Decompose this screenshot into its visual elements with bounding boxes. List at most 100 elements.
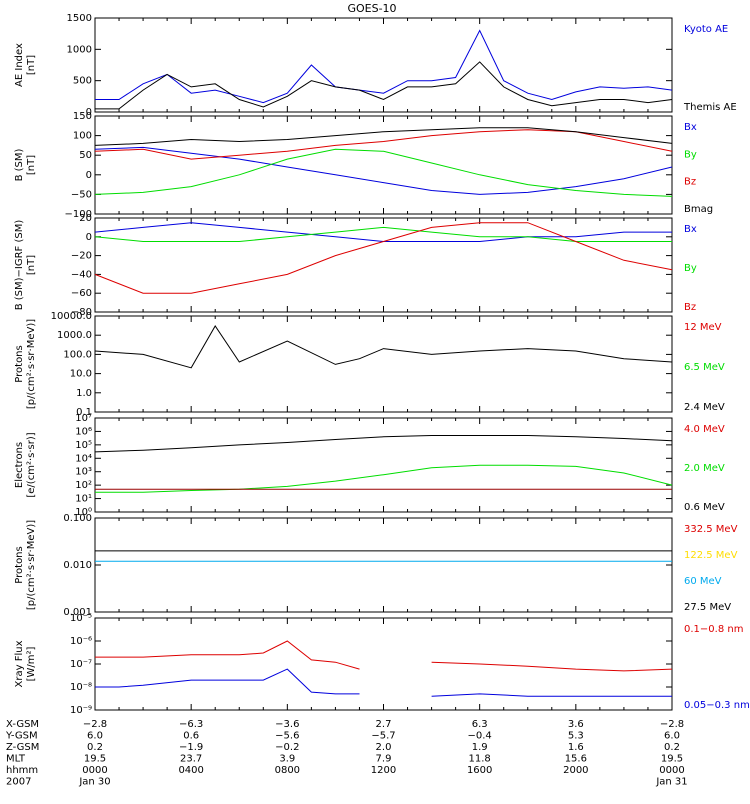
- electrons-ytick-label: 10⁵: [75, 440, 92, 451]
- xaxis-cell: 0800: [275, 765, 300, 776]
- xray-ylabel: Xray Flux: [14, 640, 25, 687]
- xaxis-cell: 1200: [371, 765, 396, 776]
- xaxis-cell: 19.5: [84, 754, 106, 765]
- xaxis-cell: 0.6: [183, 731, 199, 742]
- bdiff-series-bz: [94, 222, 673, 294]
- electrons-frame: [94, 417, 673, 513]
- bdiff-ylabel: [nT]: [26, 255, 37, 275]
- xaxis-cell: 19.5: [661, 754, 683, 765]
- bdiff-ytick-label: −40: [71, 269, 92, 280]
- bsm-series-bmag: [94, 127, 673, 146]
- electrons-legend-2-0-mev: 2.0 MeV: [684, 463, 725, 474]
- ae-series-themis-ae: [95, 61, 673, 110]
- ae-frame: [94, 17, 673, 113]
- xaxis-cell: 0000: [659, 765, 684, 776]
- protons2-ytick-label: 0.010: [63, 560, 92, 571]
- xaxis-row-label: hhmm: [6, 765, 38, 776]
- bsm-ytick-label: 50: [79, 150, 92, 161]
- electrons-ylabel: Electrons: [14, 442, 25, 488]
- xaxis-cell: 2000: [563, 765, 588, 776]
- xray-ytick-label: 10⁻⁷: [70, 659, 92, 670]
- xaxis-cell: 1.9: [472, 742, 488, 753]
- xaxis-cell: −5.7: [371, 731, 395, 742]
- xaxis-cell: −6.3: [179, 719, 203, 730]
- bsm-series-bz: [94, 129, 673, 160]
- xray-ylabel: [W/m²]: [26, 646, 37, 681]
- xray-ytick-label: 10⁻⁹: [70, 705, 92, 716]
- ae-ytick-label: 0: [86, 107, 92, 118]
- bdiff-ytick-label: −80: [71, 307, 92, 318]
- protons2-ylabel: [p/(cm²·s·sr·MeV)]: [26, 520, 37, 610]
- protons1-series-2-4-mev: [94, 325, 673, 369]
- xray-legend-0-05-0-3-nm: 0.05−0.3 nm: [684, 700, 750, 711]
- bsm-legend-bmag: Bmag: [684, 204, 713, 215]
- bdiff-series-bx: [94, 222, 672, 242]
- bdiff-series-by: [94, 226, 672, 242]
- xaxis-cell: −0.4: [468, 731, 492, 742]
- bsm-legend-bz: Bz: [684, 177, 696, 188]
- xaxis-cell: Jan 30: [78, 777, 110, 788]
- xaxis-row-label: 2007: [6, 777, 31, 788]
- electrons-series-2-0-mev: [95, 464, 673, 493]
- protons2-legend-27-5-mev: 27.5 MeV: [684, 602, 731, 613]
- bsm-ytick-label: −50: [71, 189, 92, 200]
- xaxis-cell: 2.0: [376, 742, 392, 753]
- bsm-ytick-label: −100: [65, 209, 92, 220]
- xaxis-cell: 0000: [82, 765, 107, 776]
- bsm-legend-bx: Bx: [684, 122, 697, 133]
- xaxis-row-label: X-GSM: [6, 719, 39, 730]
- xaxis-cell: 6.3: [472, 719, 488, 730]
- protons1-ytick-label: 10.0: [70, 369, 92, 380]
- bsm-frame: [94, 115, 673, 215]
- xaxis-cell: 0.2: [87, 742, 103, 753]
- protons1-legend-6-5-mev: 6.5 MeV: [684, 362, 725, 373]
- electrons-ytick-label: 10⁷: [75, 413, 92, 424]
- protons1-ytick-label: 0.1: [76, 407, 92, 418]
- xaxis-cell: 15.6: [565, 754, 587, 765]
- bdiff-legend-by: By: [684, 263, 697, 274]
- xaxis-cell: 3.6: [568, 719, 584, 730]
- xaxis-cell: −2.8: [660, 719, 684, 730]
- ae-legend-kyoto-ae: Kyoto AE: [684, 24, 728, 35]
- bdiff-legend-bz: Bz: [684, 302, 696, 313]
- electrons-ytick-label: 10¹: [75, 494, 92, 505]
- xaxis-cell: 23.7: [180, 754, 202, 765]
- electrons-ytick-label: 10⁰: [75, 507, 92, 518]
- protons2-legend-122-5-mev: 122.5 MeV: [684, 550, 738, 561]
- xaxis-cell: −3.6: [275, 719, 299, 730]
- xaxis-cell: −1.9: [179, 742, 203, 753]
- xaxis-cell: −5.6: [275, 731, 299, 742]
- ae-ylabel: [nT]: [26, 55, 37, 75]
- bsm-ytick-label: 0: [86, 170, 92, 181]
- ae-ytick-label: 1000: [67, 44, 92, 55]
- xray-ytick-label: 10⁻⁶: [70, 636, 92, 647]
- electrons-ytick-label: 10⁶: [75, 426, 92, 437]
- bsm-ytick-label: 150: [73, 111, 92, 122]
- xaxis-row-label: MLT: [6, 754, 26, 765]
- chart-title: GOES-10: [347, 2, 396, 15]
- bdiff-ytick-label: −20: [71, 251, 92, 262]
- bsm-ylabel: B (SM): [14, 148, 25, 181]
- xray-series-0-1-0-8-nm: [95, 640, 673, 672]
- xaxis-cell: 0400: [178, 765, 203, 776]
- protons1-ylabel: [p/(cm²·s·sr·MeV)]: [26, 319, 37, 409]
- xray-legend-0-1-0-8-nm: 0.1−0.8 nm: [684, 624, 743, 635]
- protons1-frame: [94, 315, 673, 413]
- protons1-ytick-label: 1.0: [76, 388, 92, 399]
- protons2-frame: [94, 517, 673, 613]
- electrons-legend-0-6-mev: 0.6 MeV: [684, 502, 725, 513]
- protons1-ylabel: Protons: [14, 345, 25, 382]
- electrons-ylabel: [e/(cm²·s·sr)]: [26, 432, 37, 497]
- ae-ylabel: AE Index: [14, 43, 25, 87]
- xaxis-cell: 3.9: [279, 754, 295, 765]
- xaxis-cell: 6.0: [87, 731, 103, 742]
- ae-ytick-label: 1500: [67, 13, 92, 24]
- xaxis-row-label: Y-GSM: [5, 731, 38, 742]
- protons2-ylabel: Protons: [14, 546, 25, 583]
- xaxis-cell: −0.2: [275, 742, 299, 753]
- xaxis-row-label: Z-GSM: [6, 742, 39, 753]
- bdiff-frame: [94, 217, 673, 313]
- protons1-ytick-label: 10000.0: [51, 311, 92, 322]
- bsm-series-bx: [94, 146, 673, 195]
